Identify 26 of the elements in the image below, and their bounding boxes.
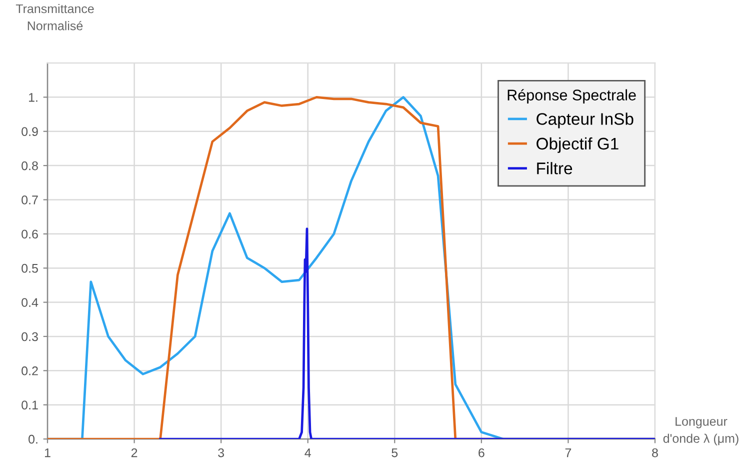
x-tick-label: 1 bbox=[44, 448, 50, 458]
y-tick-label: 1. bbox=[29, 93, 38, 102]
x-axis-title: Longueur d'onde λ (μm) bbox=[663, 417, 738, 446]
legend-label: Filtre bbox=[537, 162, 572, 174]
x-tick-label: 2 bbox=[131, 448, 138, 458]
y-tick-label: 0.2 bbox=[22, 366, 38, 376]
x-tick-label: 4 bbox=[304, 448, 311, 458]
y-tick-label: 0.8 bbox=[22, 161, 38, 170]
x-tick-label: 8 bbox=[652, 448, 658, 458]
y-tick-label: 0.9 bbox=[22, 127, 38, 136]
x-tick-label: 7 bbox=[565, 448, 572, 458]
line-series bbox=[159, 228, 655, 439]
x-tick-label: 5 bbox=[392, 448, 398, 458]
y-tick-label: 0.7 bbox=[22, 196, 38, 204]
y-tick-label: 0.3 bbox=[22, 332, 38, 342]
legend-label: Objectif G1 bbox=[536, 137, 618, 153]
y-tick-label: 0.1 bbox=[22, 400, 38, 410]
y-tick-label: 0.6 bbox=[22, 230, 38, 239]
legend-label: Capteur InSb bbox=[536, 112, 634, 128]
y-axis-title: Transmittance Normalisé bbox=[16, 4, 94, 30]
y-tick-label: 0.5 bbox=[22, 264, 38, 273]
y-tick-label: 0. bbox=[28, 434, 38, 444]
x-tick-label: 6 bbox=[478, 448, 484, 458]
legend-title: Réponse Spectrale bbox=[508, 89, 636, 104]
y-tick-label: 0.4 bbox=[22, 298, 38, 307]
x-tick-label: 3 bbox=[218, 448, 224, 458]
